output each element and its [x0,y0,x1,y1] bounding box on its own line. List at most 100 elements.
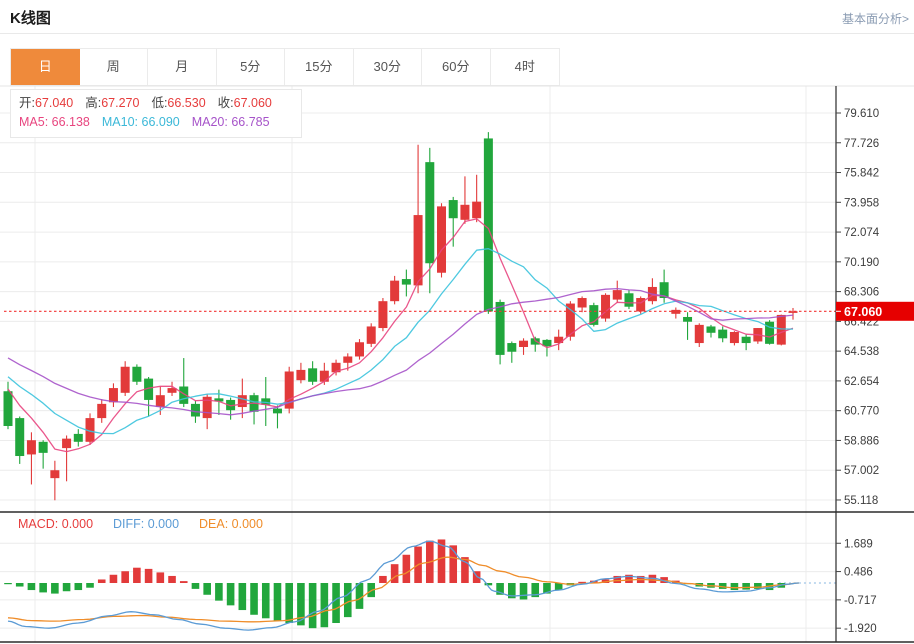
candle-body [296,369,306,381]
candle-body [495,301,505,355]
svg-text:67.060: 67.060 [844,305,882,319]
macd-bar [74,583,83,591]
candle-body [237,395,247,408]
macd-bar [437,539,446,583]
candle-body [788,311,798,313]
macd-bar [109,574,118,583]
price-axis: 79.610 77.726 75.842 73.958 72.074 70.190 68.3… [0,86,914,643]
macd-bar [461,557,469,583]
ma20-line [7,287,794,416]
candle-body [202,396,212,419]
macd-bar [156,572,165,583]
ohlc-item: 收:67.060 [217,96,272,110]
macd-bar [97,579,106,583]
tab-4时[interactable]: 4时 [490,49,559,85]
svg-text:58.886: 58.886 [844,435,879,447]
candle-body [38,441,48,453]
tab-周[interactable]: 周 [79,49,148,85]
candle-body [331,362,341,373]
candle-body [554,336,564,344]
candle-body [108,388,118,403]
macd-bar [730,583,739,591]
candle-body [624,293,634,307]
grid-lines [0,85,914,642]
svg-text:57.002: 57.002 [844,465,879,477]
ma5-line [7,218,794,453]
tab-5分[interactable]: 5分 [216,49,285,85]
candle-body [694,324,704,344]
macd-bar [215,583,223,601]
macd-bar [203,583,211,595]
current-price-badge: 67.060 [836,301,914,321]
macd-bar [402,554,411,583]
tab-15分[interactable]: 15分 [285,49,354,85]
candle-body [378,301,388,329]
svg-text:-1.920: -1.920 [844,623,877,635]
candle-body [167,388,177,393]
macd-bar [379,575,387,583]
candle-body [26,440,36,455]
ma-row: MA5: 66.138 MA10: 66.090 MA20: 66.785 [19,113,293,132]
macd-legend-item: MACD: 0.000 [18,517,94,531]
candle-body [120,366,130,393]
macd-bar [86,583,94,588]
fundamental-analysis-link[interactable]: 基本面分析> [841,12,909,26]
candle-body [542,339,552,347]
macd-bar [27,583,36,591]
candle-body [589,305,599,325]
candle-body [425,162,435,264]
candle-body [483,138,493,312]
ma10-line [7,248,794,435]
macd-bar [133,567,141,583]
ma-item: MA20: 66.785 [191,115,270,129]
svg-text:60.770: 60.770 [844,406,879,418]
macd-bar [144,568,153,583]
svg-text:1.689: 1.689 [844,538,873,550]
ohlc-info-box: 开:67.040 高:67.270 低:66.530 收:67.060 MA5: 66… [10,89,302,138]
candle-body [319,370,329,382]
svg-text:77.726: 77.726 [844,138,879,150]
tab-月[interactable]: 月 [148,49,217,85]
macd-legend-item: DIFF: 0.000 [113,517,180,531]
tab-60分[interactable]: 60分 [422,49,491,85]
macd-bar [226,583,235,606]
macd-bar [543,583,551,594]
svg-text:79.610: 79.610 [844,108,879,120]
macd-bar [613,575,622,583]
candle-body [214,398,224,402]
tab-30分[interactable]: 30分 [353,49,422,85]
candlesticks [3,132,798,501]
macd-bar [250,583,258,615]
macd-bar [332,583,340,624]
candle-body [15,418,25,457]
candle-body [659,282,669,299]
candle-body [729,331,739,344]
candle-body [226,399,236,411]
macd-bar [39,583,47,593]
candle-body [718,329,728,339]
svg-text:55.118: 55.118 [844,495,878,507]
candle-body [460,204,470,220]
macd-bar [531,583,540,598]
candle-body [144,378,154,400]
candle-body [179,386,189,404]
macd-bar [519,583,528,600]
candle-body [3,391,13,426]
candle-body [519,340,529,347]
candle-body [472,201,482,219]
ma-item: MA5: 66.138 [19,115,90,129]
svg-text:0.486: 0.486 [844,567,873,579]
ohlc-row: 开:67.040 高:67.270 低:66.530 收:67.060 [19,94,293,113]
macd-bar [390,564,399,583]
candle-body [390,280,400,302]
ohlc-item: 低:66.530 [151,96,206,110]
tab-日[interactable]: 日 [11,49,80,85]
candle-body [50,470,60,479]
macd-histogram [4,539,786,629]
candles-pane [3,132,836,501]
candle-body [636,298,646,312]
candle-body [190,403,200,417]
macd-bar [238,583,247,611]
macd-bar [51,583,59,594]
